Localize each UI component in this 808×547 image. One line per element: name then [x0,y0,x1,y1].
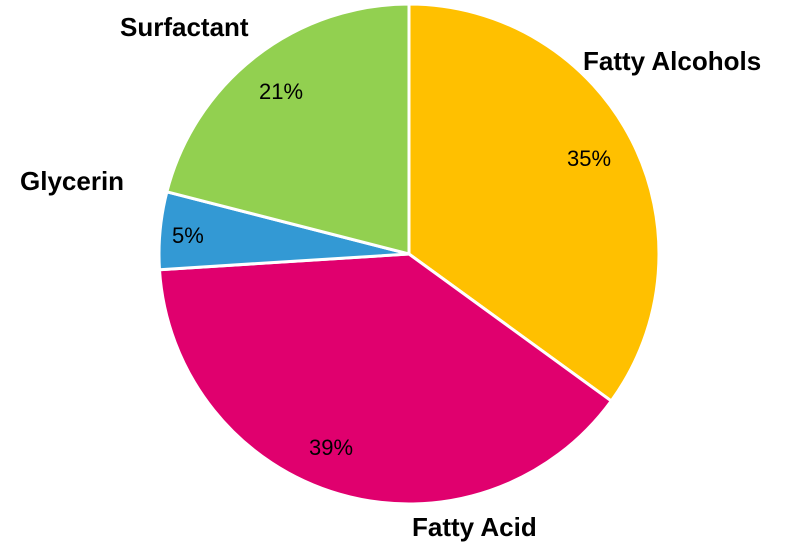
category-label-surfactant: Surfactant [120,12,249,42]
value-label-fatty-acid: 39% [309,435,353,460]
pie-slice-fatty-acid [157,252,613,506]
pie-labels: Fatty Alcohols 35% Fatty Acid 39% Glycer… [20,12,761,542]
pie-slice-fatty-alcohols [407,2,661,403]
value-label-fatty-alcohols: 35% [567,146,611,171]
pie-slices [157,2,661,506]
category-label-glycerin: Glycerin [20,166,124,196]
pie-slice-surfactant [165,2,411,256]
category-label-fatty-alcohols: Fatty Alcohols [583,46,761,76]
value-label-glycerin: 5% [172,223,204,248]
value-label-surfactant: 21% [259,79,303,104]
category-label-fatty-acid: Fatty Acid [412,512,537,542]
